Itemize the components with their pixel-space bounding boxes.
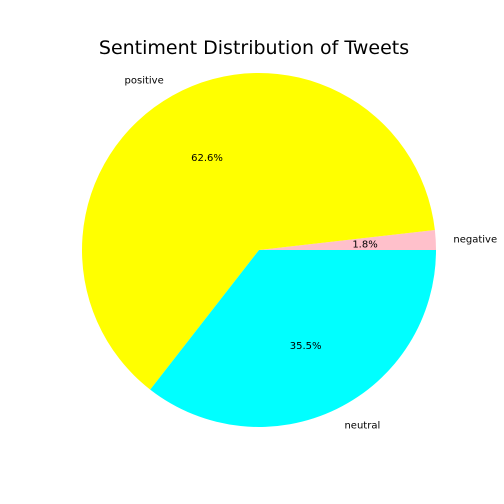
slice-label-neutral: neutral: [344, 420, 380, 431]
slice-label-positive: positive: [125, 76, 164, 87]
chart-title: Sentiment Distribution of Tweets: [99, 37, 409, 59]
slice-label-negative: negative: [453, 234, 497, 245]
pie-slice-positive: [81, 72, 435, 390]
pie-slice-negative: [259, 230, 436, 250]
slice-percent-positive: 62.6%: [191, 153, 223, 164]
pie-labels: negative 1.8% positive 62.6% neutral 35.5%: [125, 76, 498, 432]
slice-percent-neutral: 35.5%: [290, 341, 322, 352]
slice-percent-negative: 1.8%: [352, 239, 377, 250]
pie-slice-neutral: [150, 250, 436, 427]
pie-slices: [81, 72, 436, 427]
